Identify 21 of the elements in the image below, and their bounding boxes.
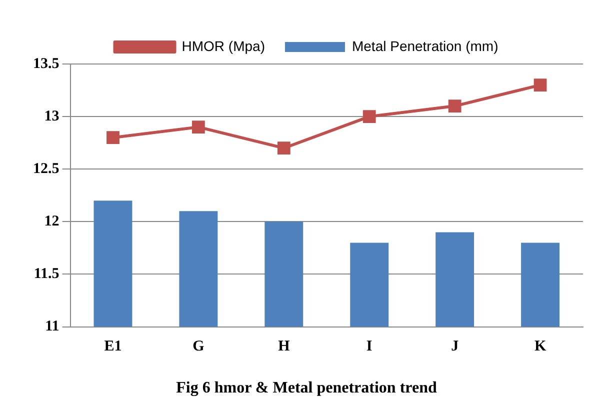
point [534, 78, 547, 92]
x-tick-label: K [534, 338, 546, 355]
y-tick-label: 13 [44, 108, 60, 124]
point [192, 120, 205, 134]
y-tick-label: 11 [45, 318, 60, 335]
y-tick-label: 12.5 [33, 160, 60, 177]
y-tick-label: 12 [44, 214, 60, 230]
point [106, 131, 120, 144]
y-tick-label: 13.5 [33, 56, 60, 72]
x-tick-label: G [192, 338, 205, 355]
legend-label: Metal Penetration (mm) [352, 38, 498, 54]
y-tick-label: 11.5 [34, 266, 60, 282]
point [277, 142, 290, 155]
point [362, 110, 376, 124]
x-tick-label: H [278, 338, 290, 355]
point [448, 100, 462, 112]
x-tick-label: E1 [104, 338, 122, 355]
x-tick-label: I [366, 338, 372, 355]
text: Fig 6 hmor & Metal penetration trend [176, 380, 437, 397]
x-tick-label: J [451, 338, 460, 355]
legend-label: HMOR (Mpa) [182, 38, 265, 54]
